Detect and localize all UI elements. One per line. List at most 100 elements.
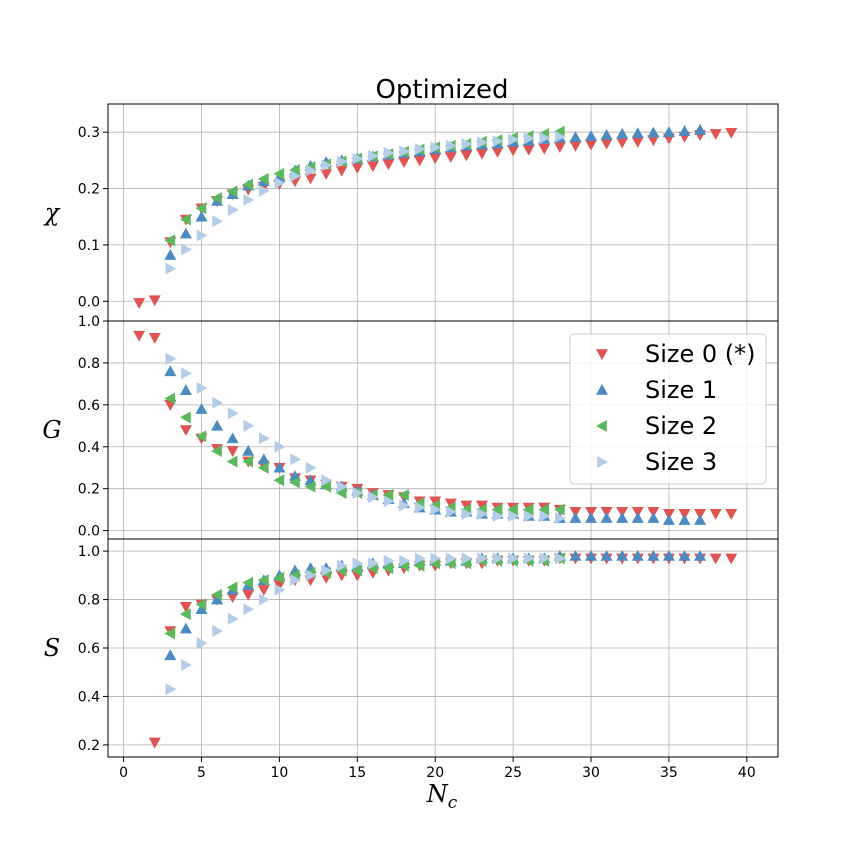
data-point <box>164 365 177 377</box>
data-point <box>179 384 192 395</box>
data-point <box>273 580 286 592</box>
x-tick-label: 35 <box>660 765 678 781</box>
data-point <box>259 593 270 606</box>
data-point <box>647 126 660 138</box>
data-point <box>211 192 222 205</box>
legend-label: Size 1 <box>645 376 717 404</box>
data-point <box>647 512 660 523</box>
data-point <box>257 461 269 474</box>
data-point <box>179 411 191 424</box>
data-point <box>522 503 534 516</box>
data-point <box>242 178 254 191</box>
data-point <box>257 172 269 185</box>
data-point <box>382 562 394 575</box>
data-point <box>352 557 364 570</box>
y-tick-label: 0.2 <box>78 182 100 198</box>
data-point <box>662 549 675 561</box>
data-point <box>179 602 192 613</box>
data-point <box>165 683 177 696</box>
y-tick-label: 0.2 <box>78 482 100 498</box>
y-tick-label: 0.3 <box>78 125 100 141</box>
data-point <box>351 564 363 577</box>
data-point <box>259 432 270 445</box>
data-point <box>320 169 333 180</box>
data-point <box>445 552 457 565</box>
data-point <box>538 503 550 516</box>
data-point <box>226 581 238 594</box>
x-tick-label: 15 <box>348 765 366 781</box>
data-point <box>430 503 442 516</box>
data-point <box>399 145 411 158</box>
data-point <box>445 505 457 518</box>
x-axis: 0 5 10 15 20 25 30 35 40 <box>119 757 756 781</box>
y-axis-label: G <box>42 416 61 444</box>
data-point <box>555 130 566 143</box>
data-point <box>352 486 364 499</box>
data-point <box>678 125 691 136</box>
data-point <box>662 126 675 137</box>
data-point <box>164 234 176 247</box>
y-tick-label: 0.4 <box>78 689 100 705</box>
legend-marker <box>596 420 607 432</box>
data-point <box>477 136 488 149</box>
y-tick-label: 0.8 <box>78 593 100 609</box>
data-point <box>461 507 473 520</box>
data-point <box>413 155 426 167</box>
data-point <box>336 559 348 572</box>
data-point <box>553 142 566 153</box>
y-tick-label: 0.6 <box>78 398 100 414</box>
data-point <box>725 509 738 520</box>
data-point <box>196 229 208 242</box>
data-point <box>335 486 347 499</box>
data-point <box>212 396 224 409</box>
x-tick-label: 20 <box>426 765 444 781</box>
data-point <box>662 514 675 525</box>
data-point <box>304 480 316 493</box>
data-point <box>242 455 254 468</box>
data-point <box>444 498 457 510</box>
data-point <box>709 509 722 520</box>
data-point <box>165 352 177 365</box>
data-point <box>678 514 691 525</box>
data-point <box>507 503 518 516</box>
data-point <box>600 512 613 523</box>
data-point <box>694 549 707 561</box>
x-axis-label-subscript: c <box>448 793 458 813</box>
data-point <box>320 480 331 493</box>
data-point <box>273 167 285 180</box>
data-point <box>523 552 535 565</box>
data-point <box>429 153 442 165</box>
data-point <box>430 552 442 565</box>
data-point <box>179 622 192 634</box>
data-point <box>600 549 613 561</box>
x-tick-label: 5 <box>197 765 206 781</box>
data-point <box>399 554 411 567</box>
legend-marker <box>596 349 608 360</box>
x-axis-label: Nc <box>426 780 458 813</box>
data-point <box>539 509 551 522</box>
x-tick-label: 25 <box>504 765 522 781</box>
data-point <box>179 213 191 226</box>
data-point <box>133 298 146 309</box>
data-point <box>430 141 442 154</box>
legend-label: Size 3 <box>645 448 717 476</box>
y-tick-label: 0.0 <box>78 294 100 310</box>
data-point <box>492 135 504 148</box>
data-point <box>212 625 224 638</box>
data-point <box>321 159 333 172</box>
data-point <box>227 203 239 216</box>
data-point <box>290 170 301 183</box>
data-point <box>196 637 208 650</box>
panels-group: 0.00.10.20.3χ0.00.20.40.60.81.0G0.20.40.… <box>42 103 779 758</box>
data-point <box>195 598 207 611</box>
data-point <box>382 488 394 501</box>
data-point <box>414 552 426 565</box>
data-point <box>321 564 333 577</box>
data-point <box>725 553 738 565</box>
data-point <box>351 162 364 174</box>
data-point <box>148 295 161 307</box>
data-point <box>444 152 457 163</box>
data-point <box>508 509 520 522</box>
data-point <box>477 552 488 565</box>
